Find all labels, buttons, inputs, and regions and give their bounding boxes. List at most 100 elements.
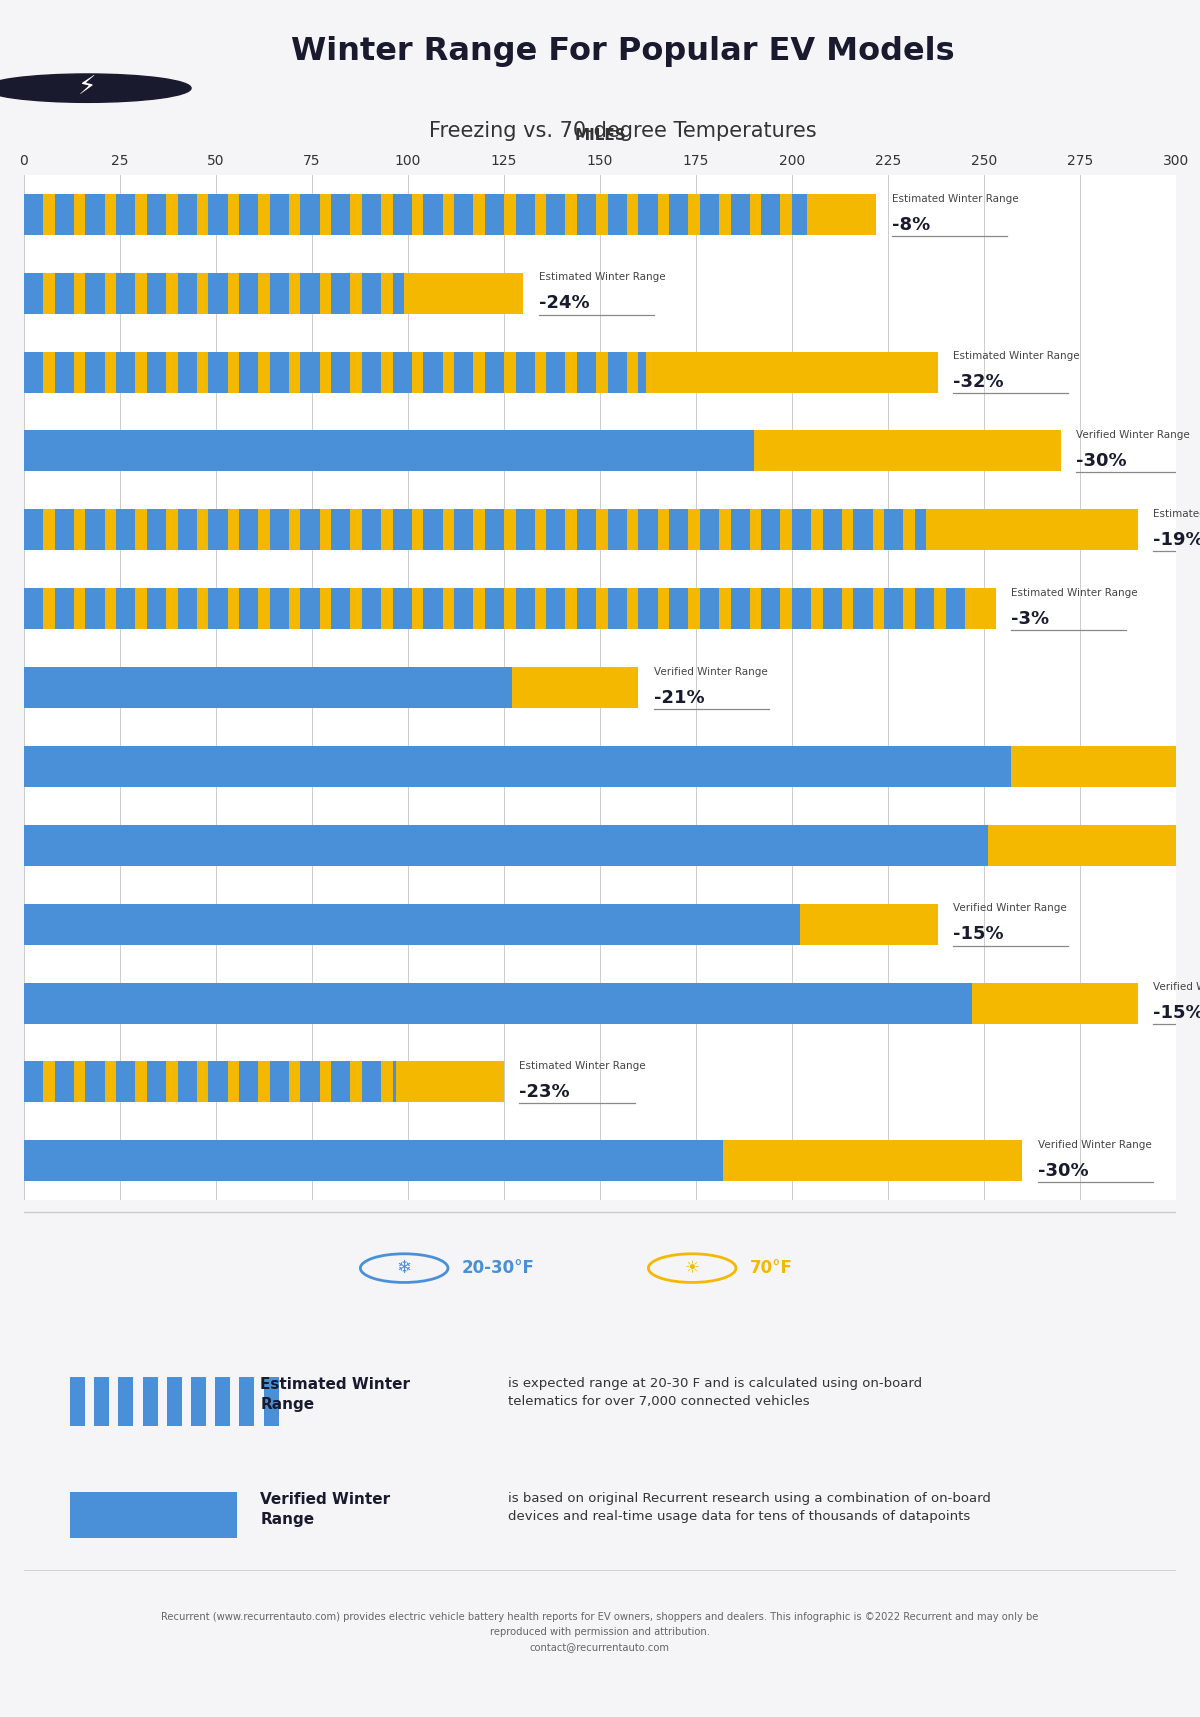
- Bar: [178, 352, 197, 393]
- Bar: [116, 510, 136, 551]
- Bar: [607, 589, 626, 628]
- Bar: [119, 1377, 133, 1427]
- Bar: [167, 1377, 182, 1427]
- Bar: [209, 1061, 228, 1102]
- Bar: [638, 510, 658, 551]
- Bar: [209, 194, 228, 235]
- Text: 20-30°F: 20-30°F: [462, 1259, 535, 1277]
- Bar: [485, 589, 504, 628]
- Text: Verified Winter Range: Verified Winter Range: [1038, 1140, 1152, 1150]
- Bar: [239, 589, 258, 628]
- Bar: [577, 352, 596, 393]
- Bar: [331, 1061, 350, 1102]
- Text: Estimated Winter Range: Estimated Winter Range: [892, 194, 1019, 204]
- Bar: [270, 510, 289, 551]
- Text: Verified Winter Range: Verified Winter Range: [1076, 431, 1190, 440]
- Text: Verified Winter Range: Verified Winter Range: [1153, 982, 1200, 992]
- Bar: [300, 1061, 319, 1102]
- Bar: [946, 589, 965, 628]
- Bar: [24, 1140, 1022, 1181]
- Bar: [270, 273, 289, 314]
- Text: Verified Winter Range: Verified Winter Range: [953, 903, 1067, 913]
- Bar: [761, 589, 780, 628]
- Bar: [300, 352, 319, 393]
- Bar: [546, 352, 565, 393]
- Bar: [546, 510, 565, 551]
- Bar: [146, 352, 166, 393]
- Text: -3%: -3%: [1010, 610, 1049, 628]
- Bar: [454, 510, 473, 551]
- Bar: [55, 589, 74, 628]
- Bar: [24, 1061, 43, 1102]
- Bar: [116, 589, 136, 628]
- Bar: [85, 1061, 104, 1102]
- Bar: [178, 1061, 197, 1102]
- Bar: [792, 194, 808, 235]
- Bar: [270, 194, 289, 235]
- Bar: [392, 589, 412, 628]
- Text: Estimated Winter Range: Estimated Winter Range: [953, 352, 1080, 361]
- Text: is expected range at 20-30 F and is calculated using on-board
telematics for ove: is expected range at 20-30 F and is calc…: [508, 1377, 922, 1408]
- Bar: [300, 510, 319, 551]
- Bar: [55, 273, 74, 314]
- Text: -23%: -23%: [520, 1083, 570, 1101]
- Bar: [731, 194, 750, 235]
- Bar: [24, 1061, 504, 1102]
- Bar: [546, 589, 565, 628]
- Text: -8%: -8%: [892, 216, 930, 234]
- Bar: [884, 589, 904, 628]
- Bar: [424, 510, 443, 551]
- Bar: [24, 903, 938, 944]
- Text: Estimated Winter Range: Estimated Winter Range: [1010, 587, 1138, 598]
- Text: -32%: -32%: [953, 373, 1004, 391]
- Bar: [55, 352, 74, 393]
- Bar: [70, 1492, 238, 1537]
- Bar: [24, 194, 43, 235]
- Bar: [24, 824, 1200, 865]
- Text: Recurrent (www.recurrentauto.com) provides electric vehicle battery health repor: Recurrent (www.recurrentauto.com) provid…: [161, 1612, 1039, 1653]
- Bar: [362, 352, 382, 393]
- Bar: [85, 510, 104, 551]
- Bar: [85, 589, 104, 628]
- Bar: [146, 273, 166, 314]
- Bar: [670, 194, 689, 235]
- Bar: [116, 352, 136, 393]
- Text: -30%: -30%: [1038, 1162, 1088, 1180]
- Text: Estimated Winter
Range: Estimated Winter Range: [260, 1377, 410, 1411]
- Bar: [392, 352, 412, 393]
- Bar: [24, 352, 938, 393]
- Bar: [146, 589, 166, 628]
- Bar: [331, 510, 350, 551]
- Bar: [761, 194, 780, 235]
- Bar: [24, 982, 972, 1023]
- Bar: [239, 194, 258, 235]
- Bar: [116, 273, 136, 314]
- Text: Verified Winter
Range: Verified Winter Range: [260, 1492, 390, 1526]
- Bar: [24, 352, 43, 393]
- Bar: [485, 194, 504, 235]
- Bar: [823, 589, 842, 628]
- Bar: [146, 510, 166, 551]
- Bar: [392, 1061, 396, 1102]
- Bar: [577, 589, 596, 628]
- Bar: [24, 982, 1138, 1023]
- Bar: [116, 194, 136, 235]
- Bar: [178, 589, 197, 628]
- Bar: [191, 1377, 206, 1427]
- Bar: [331, 273, 350, 314]
- Bar: [264, 1377, 278, 1427]
- Bar: [392, 273, 404, 314]
- Bar: [914, 589, 934, 628]
- Bar: [700, 589, 719, 628]
- Bar: [85, 194, 104, 235]
- Bar: [24, 510, 1138, 551]
- Bar: [24, 668, 638, 707]
- Bar: [362, 1061, 382, 1102]
- Bar: [516, 589, 535, 628]
- Bar: [85, 273, 104, 314]
- Bar: [300, 589, 319, 628]
- Bar: [24, 824, 988, 865]
- Bar: [270, 352, 289, 393]
- Bar: [331, 352, 350, 393]
- Bar: [24, 589, 43, 628]
